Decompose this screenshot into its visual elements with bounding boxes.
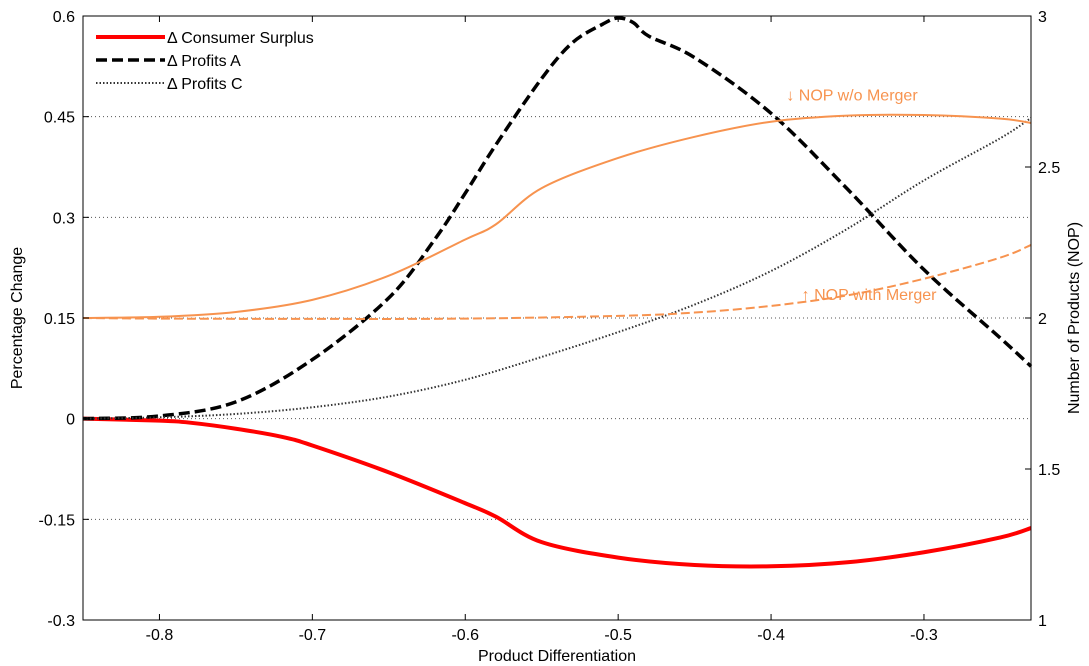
axis-ticks: -0.8 -0.7 -0.6 -0.5 -0.4 -0.3 -0.3 -0.15 0 0.15 0.… [39, 9, 1061, 644]
y-tick-label-right: 3 [1038, 9, 1047, 26]
y-tick-label-left: 0 [66, 412, 75, 429]
x-tick-label: -0.6 [451, 627, 479, 644]
y-tick-label-left: 0.3 [53, 210, 75, 227]
y-tick-label-left: -0.3 [47, 613, 75, 630]
annotations: ↓ NOP w/o Merger ↑ NOP with Merger [786, 88, 937, 304]
legend-label: Δ Consumer Surplus [167, 30, 314, 47]
annotation-nop-w-o-merger: ↓ NOP w/o Merger [786, 88, 918, 105]
y-tick-label-right: 1.5 [1038, 462, 1060, 479]
y-axis-label-right: Number of Products (NOP) [1066, 222, 1083, 414]
legend: Δ Consumer Surplus Δ Profits A Δ Profits C [96, 30, 314, 93]
x-tick-label: -0.7 [299, 627, 327, 644]
series-line-profits-c [82, 117, 1032, 420]
annotation-nop-with-merger: ↑ NOP with Merger [802, 287, 938, 304]
x-tick-label: -0.5 [604, 627, 632, 644]
y-tick-label-left: 0.6 [53, 9, 75, 26]
y-tick-label-right: 2 [1038, 311, 1047, 328]
series-line-nop-with-merger [82, 243, 1032, 320]
series-line-profits-a [82, 16, 1033, 421]
legend-label: Δ Profits A [167, 53, 241, 70]
series-line-nop-w-o-merger [82, 113, 1032, 319]
x-tick-label: -0.8 [146, 627, 174, 644]
y-axis-label-left: Percentage Change [9, 247, 26, 389]
y-tick-label-left: 0.45 [44, 110, 75, 127]
x-tick-label: -0.3 [910, 627, 938, 644]
y-tick-label-right: 2.5 [1038, 160, 1060, 177]
legend-label: Δ Profits C [167, 76, 243, 93]
y-tick-label-left: -0.15 [39, 512, 76, 529]
x-tick-label: -0.4 [757, 627, 785, 644]
y-tick-label-left: 0.15 [44, 311, 75, 328]
series-line-consumer-surplus [82, 416, 1032, 569]
series-lines [82, 16, 1033, 569]
y-tick-label-right: 1 [1038, 613, 1047, 630]
x-axis-label: Product Differentiation [478, 648, 636, 665]
